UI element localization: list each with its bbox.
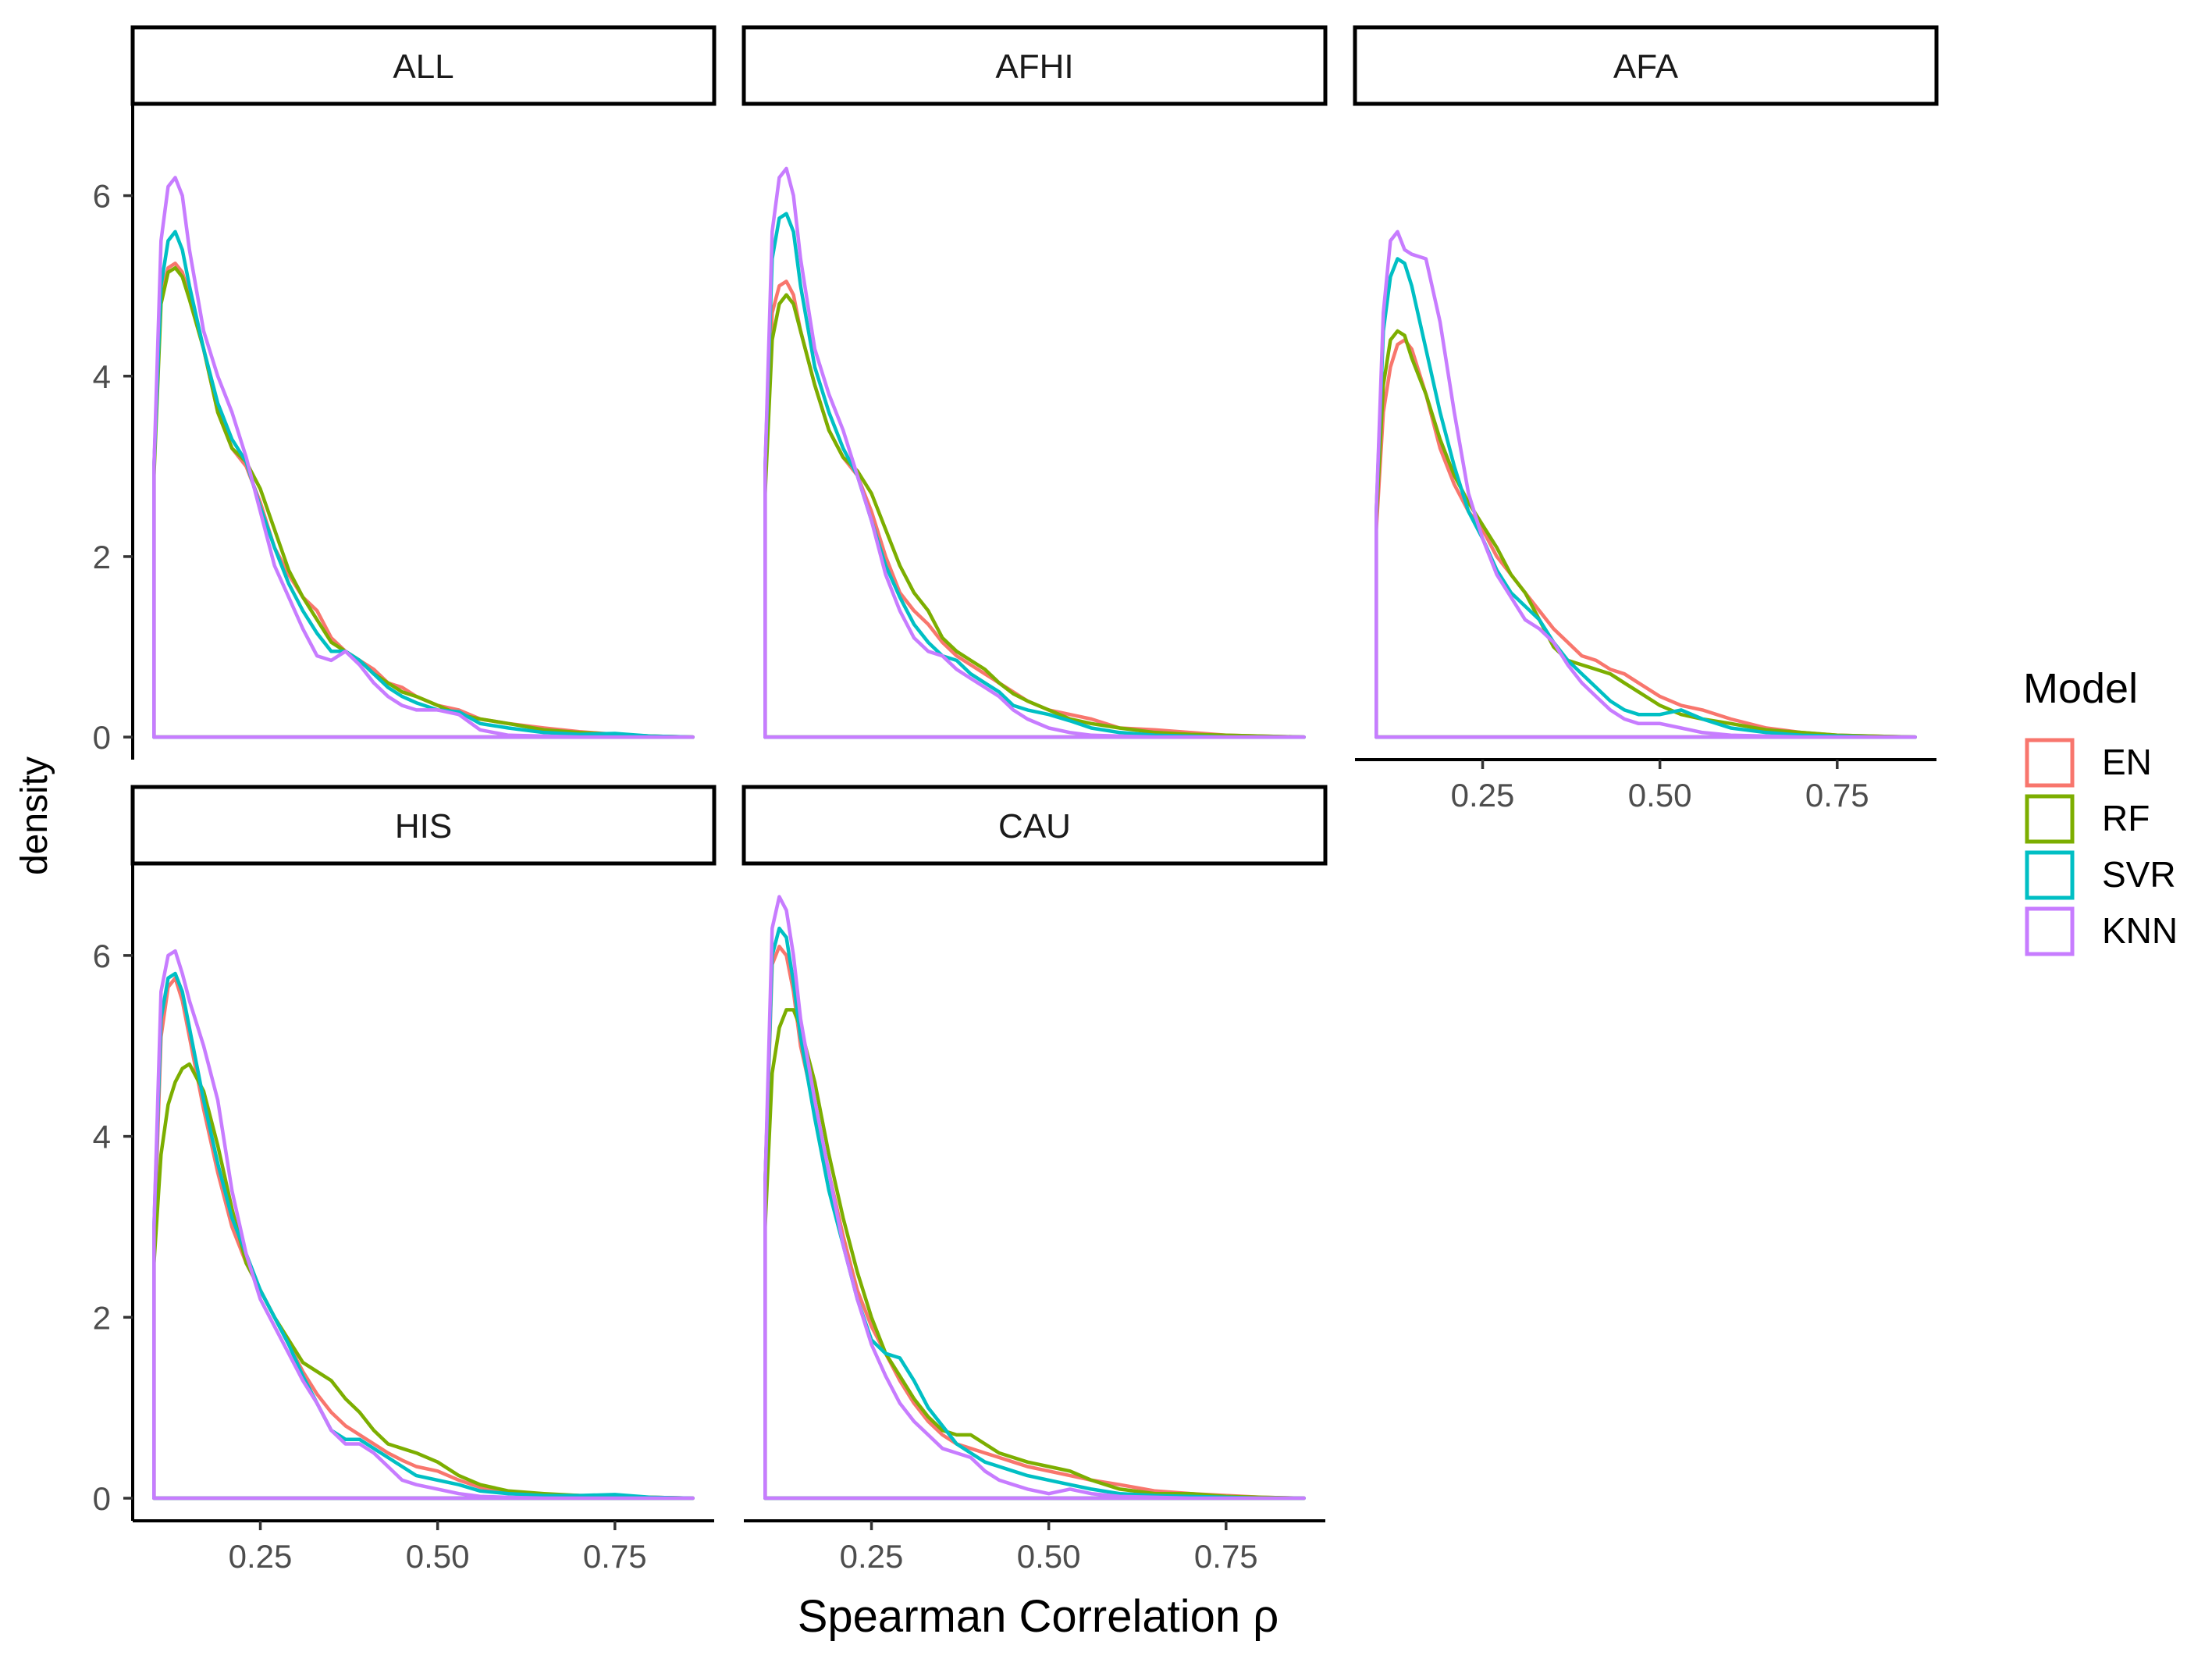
legend-key-en [2025, 738, 2075, 788]
density-curve-en [763, 279, 1306, 739]
density-curve-svr [763, 926, 1306, 1501]
panel-all: ALL 0 2 4 6 [93, 25, 717, 760]
density-curve-svr [763, 212, 1306, 739]
density-curve-rf [763, 293, 1306, 739]
density-curve-rf [152, 265, 695, 739]
x-axis-title: Spearman Correlation ρ [798, 1591, 1279, 1642]
y-tick-label: 2 [93, 1299, 111, 1336]
strip-box [1353, 25, 1939, 106]
panel-afhi: AFHI [741, 25, 1328, 739]
y-tick-label: 4 [93, 1119, 111, 1155]
density-curve-knn [152, 949, 695, 1501]
strip-box [741, 25, 1328, 106]
panel-title: HIS [395, 807, 452, 846]
y-tick-label: 0 [93, 719, 111, 756]
panel-cau: CAU 0.25 0.50 0.75 [741, 785, 1328, 1575]
panel-title: CAU [998, 807, 1071, 846]
density-curve-knn [1374, 230, 1917, 739]
y-tick-label: 0 [93, 1480, 111, 1517]
x-tick-label: 0.25 [840, 1538, 904, 1575]
density-curve-knn [152, 176, 695, 739]
strip-box [130, 25, 717, 106]
density-curve-en [152, 976, 695, 1501]
legend: Model EN RF SVR KNN [2023, 665, 2178, 956]
density-curve-rf [763, 1008, 1306, 1501]
x-tick-label: 0.50 [1628, 777, 1692, 813]
legend-key-svr [2025, 850, 2075, 900]
legend-items: EN RF SVR KNN [2025, 738, 2178, 956]
panel-afa: AFA 0.25 0.50 0.75 [1353, 25, 1939, 813]
panel-his: HIS 0 2 4 6 0.25 0.50 0.75 [93, 785, 717, 1575]
y-axis-title: density [14, 757, 55, 875]
panel-title: AFHI [995, 48, 1073, 86]
y-tick-label: 2 [93, 539, 111, 575]
legend-key-knn [2025, 906, 2075, 956]
x-tick-label: 0.25 [1451, 777, 1515, 813]
y-tick-label: 4 [93, 358, 111, 395]
density-curve-svr [152, 230, 695, 739]
panel-title: ALL [393, 48, 453, 86]
density-curve-knn [763, 895, 1306, 1501]
legend-label-en: EN [2102, 742, 2152, 782]
legend-key-rf [2025, 794, 2075, 844]
density-curve-rf [1374, 329, 1917, 739]
x-tick-label: 0.75 [1805, 777, 1869, 813]
strip-box [130, 785, 717, 866]
legend-label-rf: RF [2102, 798, 2150, 838]
y-tick-label: 6 [93, 938, 111, 974]
density-curve-en [152, 262, 695, 739]
x-tick-label: 0.75 [583, 1538, 647, 1575]
density-curve-svr [1374, 257, 1917, 739]
density-curve-knn [763, 166, 1306, 739]
x-tick-label: 0.75 [1194, 1538, 1258, 1575]
density-curve-rf [152, 1062, 695, 1501]
legend-label-svr: SVR [2102, 854, 2176, 895]
density-curve-en [1374, 338, 1917, 739]
legend-title: Model [2023, 665, 2138, 712]
panels-layer: ALL 0 2 4 6 AFHI AFA 0.25 0.50 0.75 HIS 0 2 4 6 0.25 0.5… [93, 25, 1939, 1575]
x-tick-label: 0.25 [229, 1538, 293, 1575]
strip-box [741, 785, 1328, 866]
panel-title: AFA [1613, 48, 1679, 86]
x-tick-label: 0.50 [406, 1538, 470, 1575]
x-tick-label: 0.50 [1017, 1538, 1081, 1575]
y-tick-label: 6 [93, 178, 111, 215]
legend-label-knn: KNN [2102, 910, 2178, 951]
